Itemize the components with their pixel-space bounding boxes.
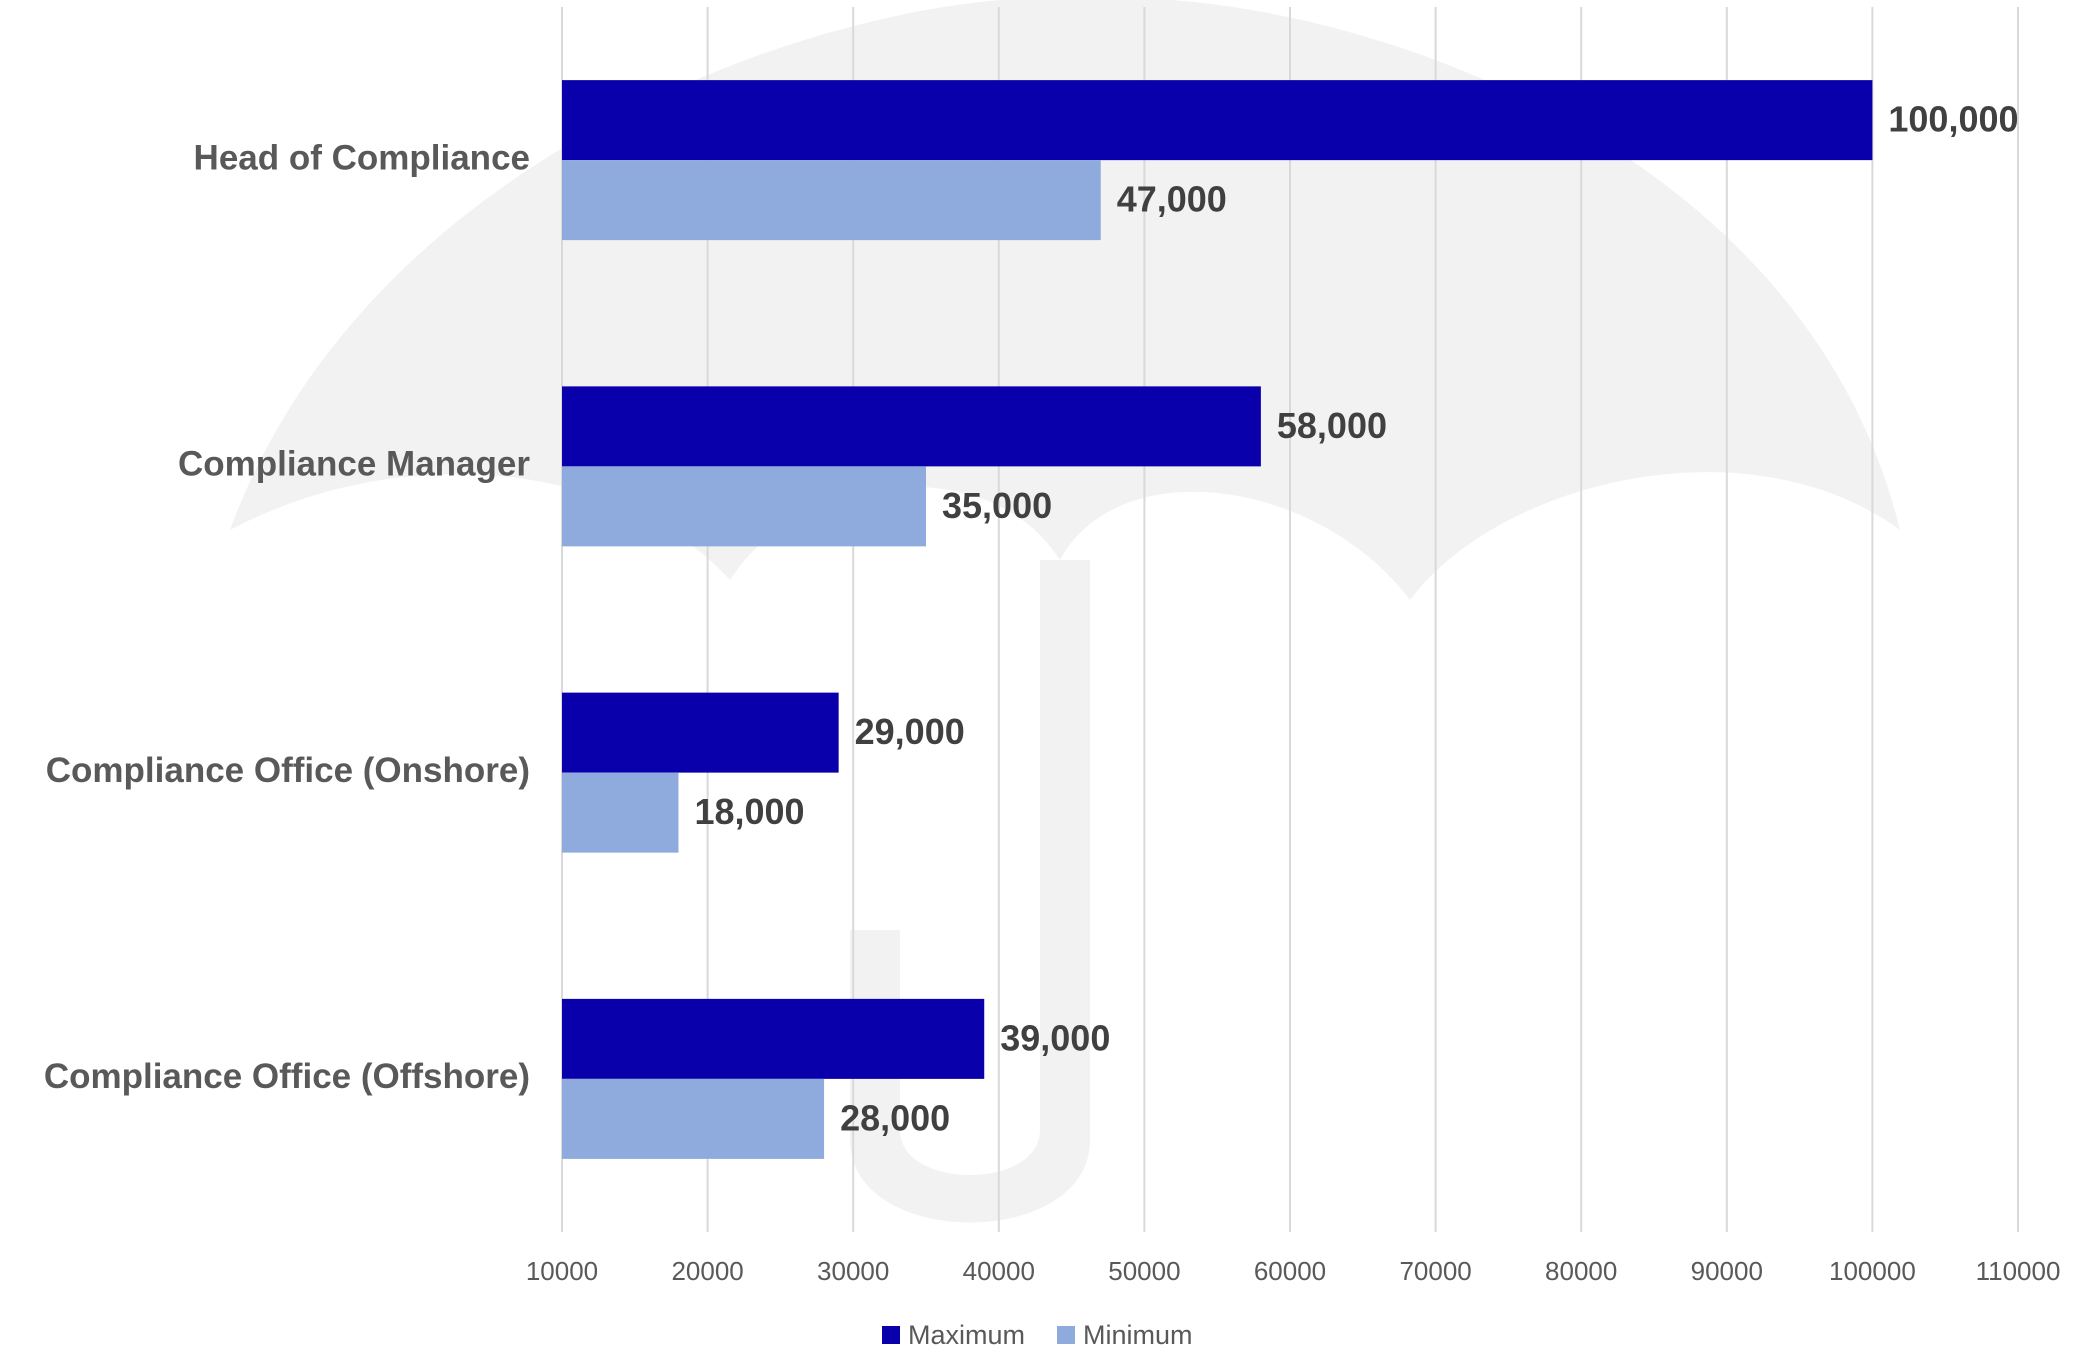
bar bbox=[562, 466, 926, 547]
y-tick-label: Compliance Office (Offshore) bbox=[44, 1057, 530, 1096]
bar bbox=[562, 998, 985, 1079]
x-tick-label: 20000 bbox=[671, 1256, 743, 1286]
bar bbox=[562, 772, 679, 853]
x-tick-label: 30000 bbox=[817, 1256, 889, 1286]
data-label: 29,000 bbox=[855, 711, 965, 752]
legend-swatch bbox=[1057, 1326, 1076, 1344]
data-label: 18,000 bbox=[694, 791, 804, 832]
y-tick-label: Compliance Manager bbox=[178, 445, 530, 484]
data-label: 39,000 bbox=[1000, 1017, 1110, 1058]
y-tick-label: Compliance Office (Onshore) bbox=[46, 751, 530, 790]
data-label: 47,000 bbox=[1117, 179, 1227, 220]
x-tick-label: 50000 bbox=[1108, 1256, 1180, 1286]
x-tick-label: 10000 bbox=[526, 1256, 598, 1286]
x-tick-label: 110000 bbox=[1976, 1256, 2061, 1286]
bar bbox=[562, 1078, 825, 1159]
data-label: 100,000 bbox=[1888, 99, 2018, 140]
x-tick-label: 80000 bbox=[1545, 1256, 1617, 1286]
data-label: 28,000 bbox=[840, 1097, 950, 1138]
x-tick-label: 90000 bbox=[1691, 1256, 1763, 1286]
legend-swatch bbox=[882, 1326, 900, 1344]
x-tick-label: 40000 bbox=[963, 1256, 1035, 1286]
y-tick-label: Head of Compliance bbox=[194, 138, 530, 177]
data-label: 58,000 bbox=[1277, 405, 1387, 446]
data-label: 35,000 bbox=[942, 485, 1052, 526]
bar bbox=[562, 160, 1101, 241]
x-tick-label: 70000 bbox=[1399, 1256, 1471, 1286]
x-tick-label: 100000 bbox=[1829, 1256, 1916, 1286]
bar bbox=[562, 692, 839, 773]
bar bbox=[562, 386, 1261, 467]
x-tick-label: 60000 bbox=[1254, 1256, 1326, 1286]
legend-label: Minimum bbox=[1083, 1320, 1193, 1350]
bar bbox=[562, 80, 1873, 161]
legend-label: Maximum bbox=[908, 1320, 1025, 1350]
